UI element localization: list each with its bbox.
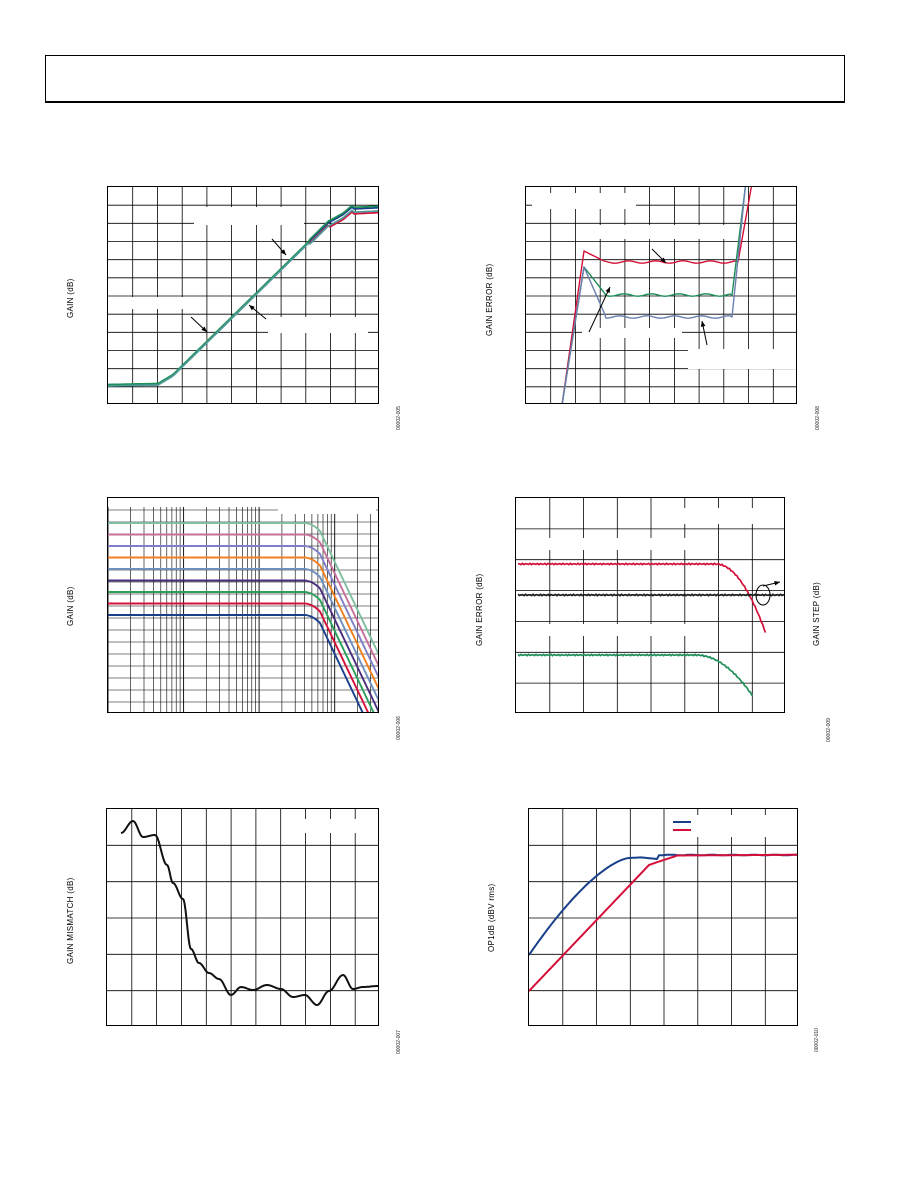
annotation-arrow xyxy=(588,286,611,333)
gain-freq-curve xyxy=(108,614,364,712)
figure-id: 00002-009 xyxy=(826,718,832,742)
annotation-box xyxy=(108,498,378,507)
annotation-arrowhead xyxy=(201,326,207,332)
annotation-arrowhead xyxy=(249,305,255,311)
annotation-box xyxy=(669,815,795,837)
figure-id: 00002-005 xyxy=(396,406,402,430)
plot-svg xyxy=(108,187,378,403)
annotation-box xyxy=(548,538,696,550)
y2-axis-label: GAIN STEP (dB) xyxy=(812,581,821,646)
figure-id: 00002-007 xyxy=(396,1030,402,1054)
annotation-arrowhead xyxy=(774,580,780,586)
gain-error-curve xyxy=(561,187,747,403)
op1db-curve xyxy=(529,853,797,956)
gain-curve xyxy=(108,204,378,386)
figure-id: 00002-008 xyxy=(815,406,821,430)
annotation-box xyxy=(110,297,192,309)
annotation-box xyxy=(582,328,682,338)
plot-area xyxy=(525,186,797,404)
gain-mismatch-curve xyxy=(120,820,378,1006)
gain-freq-curve xyxy=(108,522,378,656)
gain-freq-curve xyxy=(108,545,378,679)
y-axis-label: GAIN ERROR (dB) xyxy=(475,573,484,646)
plot-svg xyxy=(526,187,796,403)
plot-svg xyxy=(516,498,784,712)
annotation-box xyxy=(688,349,796,369)
plot-area xyxy=(106,808,379,1026)
plot-area xyxy=(515,497,785,713)
y-axis-label: GAIN MISMATCH (dB) xyxy=(66,877,75,964)
plot-svg xyxy=(529,809,797,1025)
annotation-box xyxy=(283,819,373,833)
gain-curve xyxy=(108,209,378,387)
annotation-box xyxy=(548,624,696,636)
gain-error-curve xyxy=(561,187,753,403)
y-axis-label: GAIN ERROR (dB) xyxy=(485,263,494,336)
gain-freq-curve xyxy=(108,579,378,712)
plot-area xyxy=(107,186,379,404)
annotation-box xyxy=(684,508,780,524)
annotation-arrowhead xyxy=(280,249,286,255)
gain-step-curve xyxy=(518,562,767,633)
annotation-arrowhead xyxy=(660,257,666,263)
y-axis-label: GAIN (dB) xyxy=(66,278,75,318)
annotation-ellipse xyxy=(755,584,771,606)
plot-area xyxy=(107,497,379,713)
gain-step-curve xyxy=(517,593,784,597)
figure-id: 00002-006 xyxy=(396,716,402,740)
page-header-box xyxy=(45,55,845,103)
gain-freq-curve xyxy=(108,533,378,667)
annotation-box xyxy=(596,225,726,239)
y-axis-label: GAIN (dB) xyxy=(66,586,75,626)
annotation-arrowhead xyxy=(700,321,706,327)
gain-freq-curve xyxy=(108,591,375,712)
gain-freq-curve xyxy=(108,568,378,702)
plot-area xyxy=(528,808,798,1026)
annotation-box xyxy=(278,500,376,514)
op1db-curve xyxy=(529,853,797,992)
gain-freq-curve xyxy=(108,556,378,690)
figure-id: 00002-010 xyxy=(814,1028,820,1052)
annotation-box xyxy=(194,207,304,225)
plot-svg xyxy=(108,498,378,712)
annotation-box xyxy=(268,317,368,333)
gain-step-curve xyxy=(517,653,753,696)
gain-error-curve xyxy=(561,187,747,403)
y-axis-label: OP1dB (dBV rms) xyxy=(487,883,496,952)
annotation-arrowhead xyxy=(605,287,610,293)
gain-freq-curve xyxy=(108,602,369,712)
plot-svg xyxy=(107,809,378,1025)
annotation-box xyxy=(532,193,636,209)
